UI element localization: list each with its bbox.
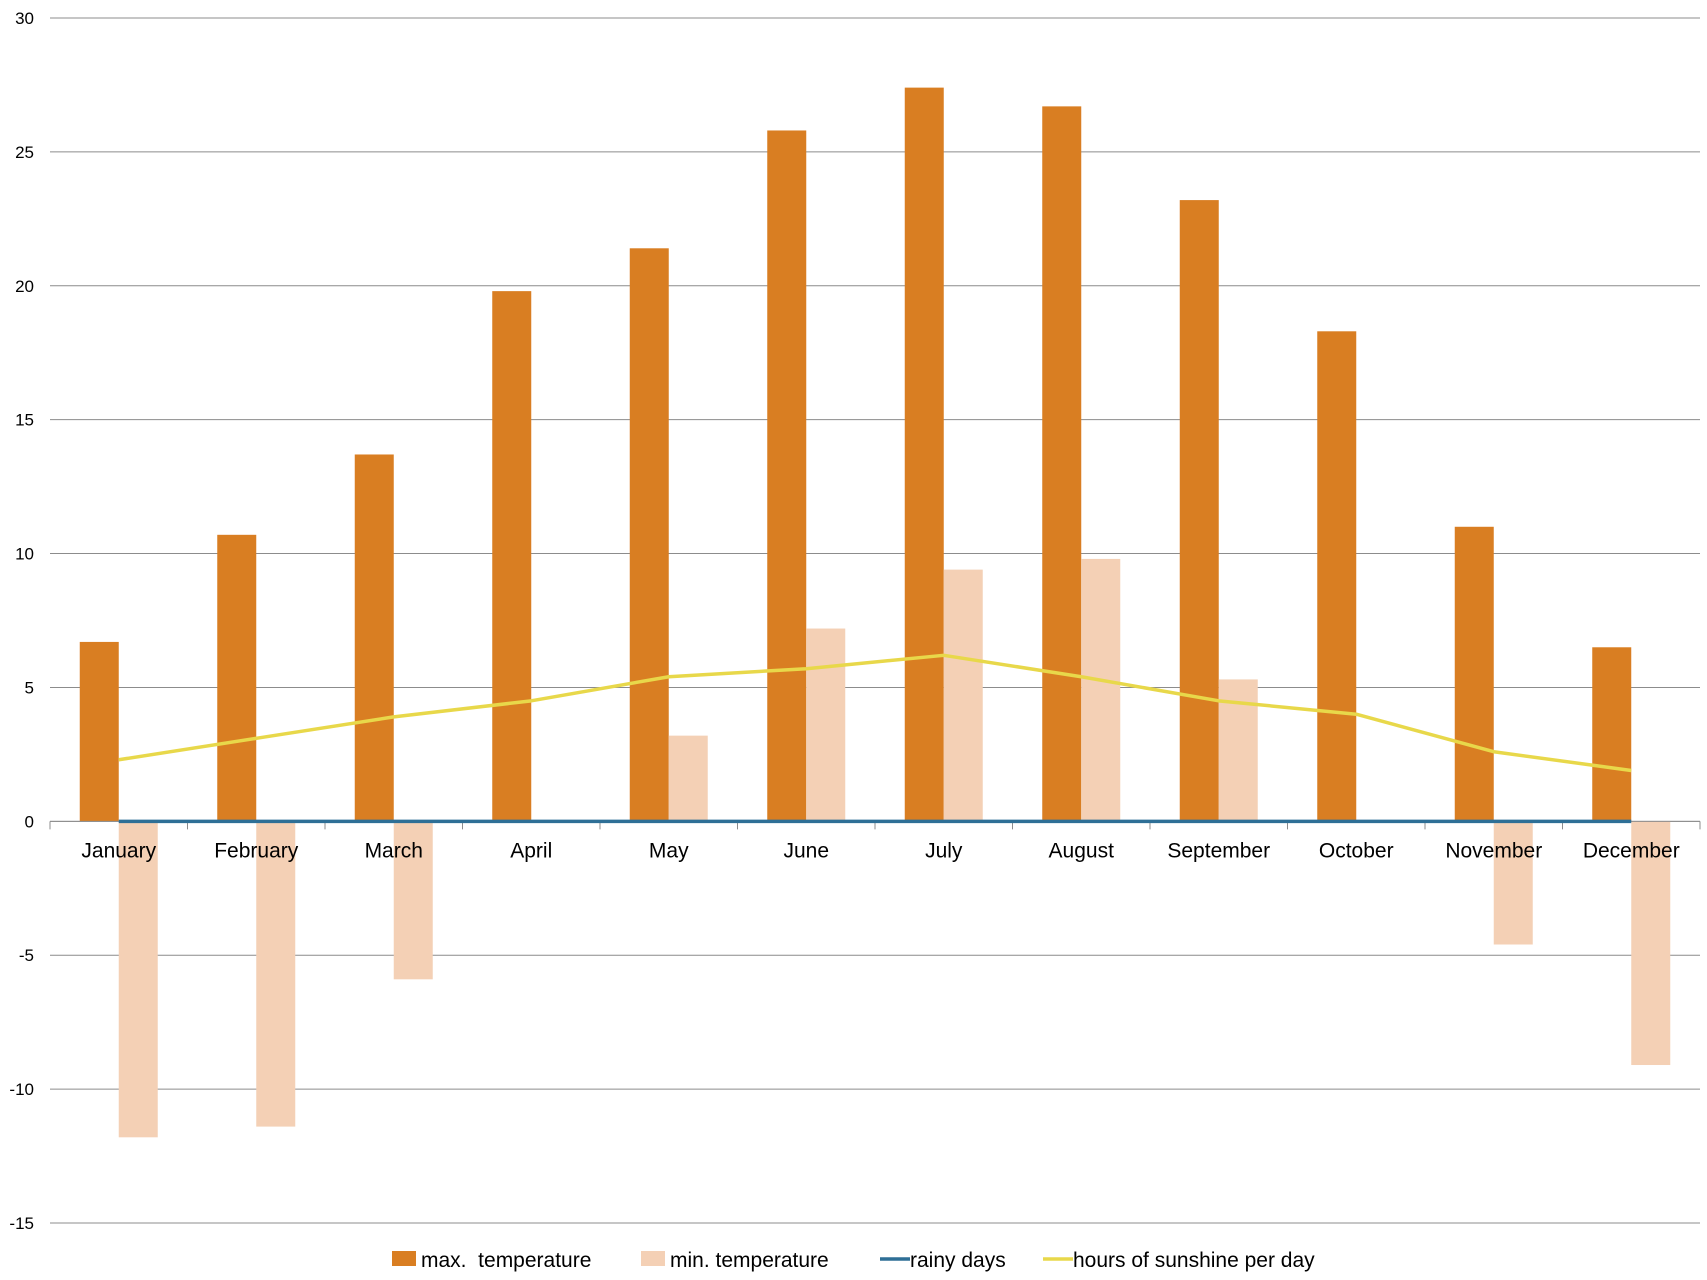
lines [118,653,1632,824]
y-tick-label: 15 [15,411,34,430]
gridlines [50,17,1700,1224]
y-tick-label: -10 [9,1080,34,1099]
category-label: June [783,839,829,862]
category-label: July [925,839,963,862]
min-temperature-bar [118,821,158,1138]
min-temperature-bar [256,821,296,1127]
y-tick-label: 5 [25,678,34,697]
legend-swatch [641,1251,665,1266]
min-temperature-bar [668,735,708,822]
category-label: January [81,839,156,862]
min-temperature-bar [806,628,846,822]
category-label: May [649,839,689,862]
legend-label: hours of sunshine per day [1073,1249,1315,1272]
y-tick-label: 25 [15,143,34,162]
min-temperature-bar [943,569,983,822]
max-temperature-bar [629,248,669,822]
max-temperature-bar [1042,106,1082,822]
y-axis-ticks: 30 25 20 15 10 5 0 -5 -10 -15 [9,9,34,1233]
y-tick-label: 20 [15,277,34,296]
y-tick-label: 0 [25,812,34,831]
category-label: February [214,839,299,862]
legend-label: max. temperature [421,1249,591,1272]
max-temperature-bar [217,534,257,822]
min-temperature-bar [1631,821,1671,1066]
category-label: April [510,839,552,862]
y-tick-label: -5 [19,946,34,965]
legend-swatch [392,1251,416,1266]
max-temperature-bar [354,454,394,822]
max-temperature-bar [904,87,944,822]
max-temperature-bar [1317,331,1357,822]
min-temperature-bar [1493,821,1533,945]
max-temperature-bar [492,291,532,822]
category-label: September [1167,839,1270,862]
max-temperature-bar [1179,200,1219,822]
y-tick-label: 10 [15,545,34,564]
min-temperature-bar [1081,558,1121,822]
min-temperature-bar [393,821,433,980]
max-temperature-bar [1454,526,1494,822]
y-tick-label: -15 [9,1214,34,1233]
category-label: March [365,839,423,862]
legend: max. temperature min. temperature rainy da… [392,1249,1315,1272]
sunshine-hours-line [118,653,1632,773]
max-temperature-bar [79,641,119,822]
category-label: August [1049,839,1115,862]
category-labels: January February March April May June July Augu… [81,839,1679,862]
max-temperature-bar [767,130,807,822]
category-label: November [1445,839,1542,862]
category-label: December [1583,839,1680,862]
category-label: October [1319,839,1394,862]
legend-label: min. temperature [670,1249,829,1272]
max-temperature-bar [1592,647,1632,822]
y-tick-label: 30 [15,9,34,28]
legend-label: rainy days [910,1249,1006,1272]
bars [79,87,1671,1138]
